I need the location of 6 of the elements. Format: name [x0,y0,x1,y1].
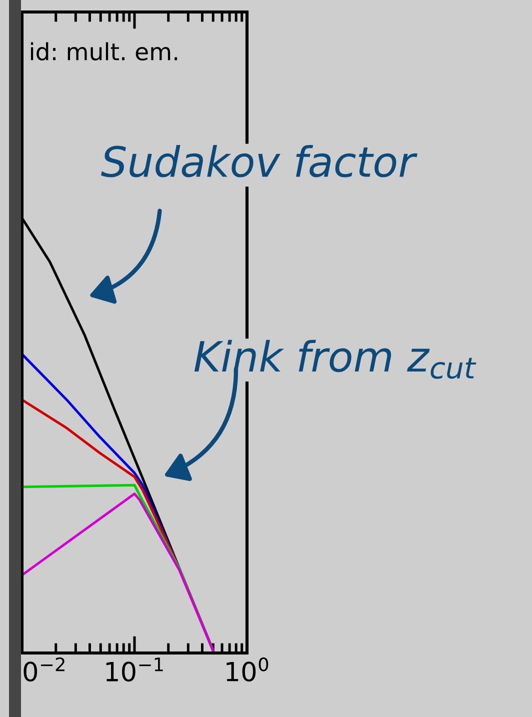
text: Sudakov factor [101,145,418,178]
annotation: Kink from z$_{cut}$ [194,340,476,379]
x-tick-label: 0$^{−2}$ [24,657,64,682]
text: id: mult. em. [30,42,178,61]
x-tick-label: 10$^{0}$ [226,657,268,682]
x-tick-label: 10$^{−1}$ [106,658,163,682]
